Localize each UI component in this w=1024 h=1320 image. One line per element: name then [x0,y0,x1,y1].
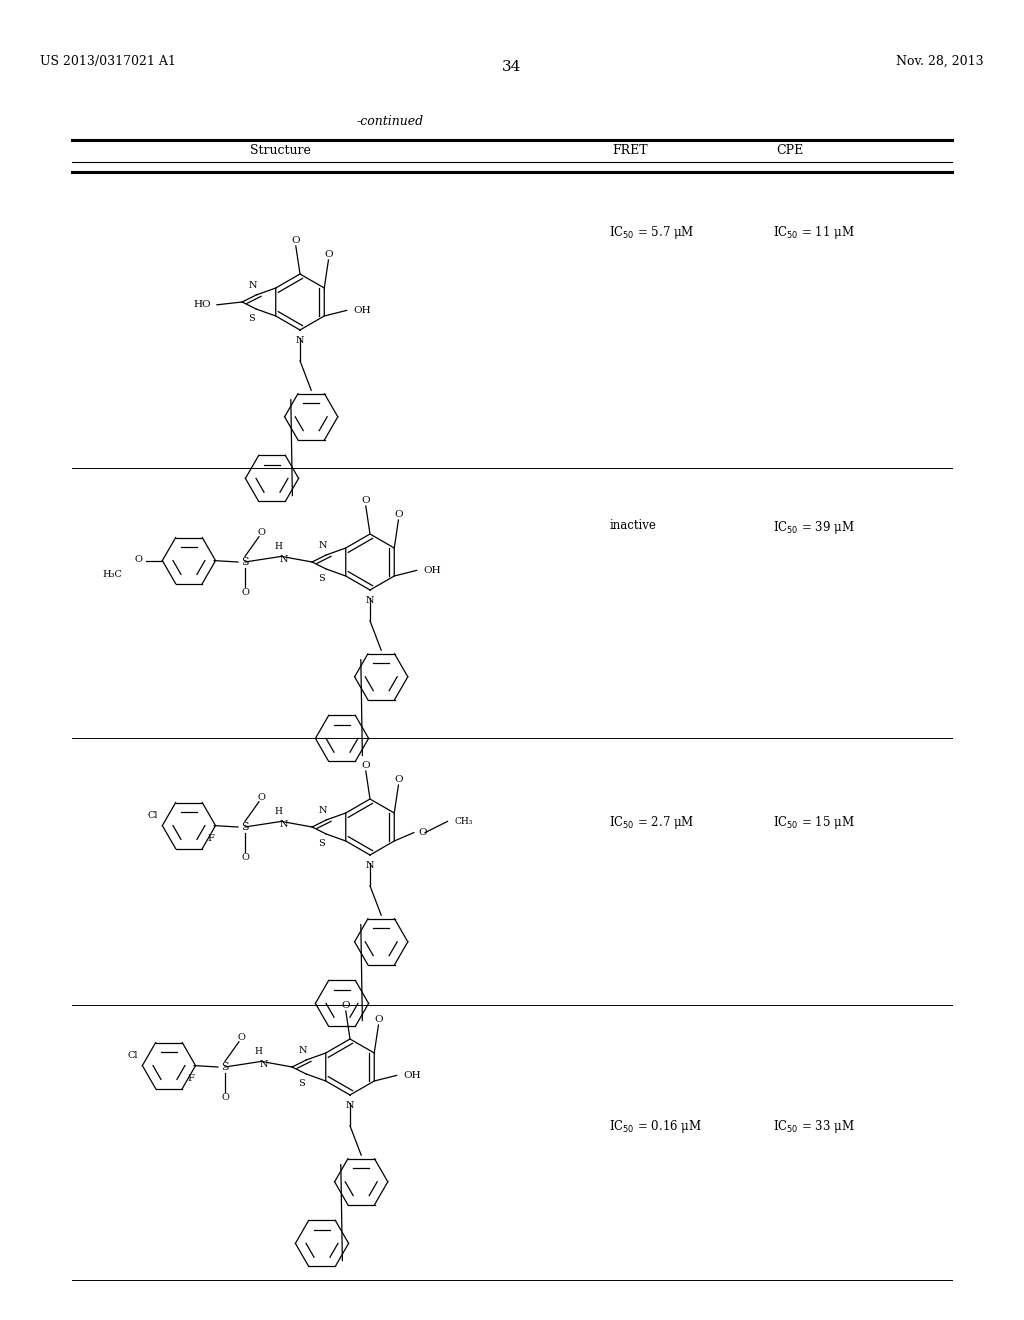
Text: O: O [292,236,300,246]
Text: IC$_{50}$ = 39 μM: IC$_{50}$ = 39 μM [773,519,855,536]
Text: S: S [241,822,249,832]
Text: IC$_{50}$ = 2.7 μM: IC$_{50}$ = 2.7 μM [609,814,694,832]
Text: OH: OH [403,1071,421,1080]
Text: N: N [318,541,327,549]
Text: 34: 34 [503,59,521,74]
Text: S: S [241,557,249,568]
Text: N: N [299,1045,307,1055]
Text: O: O [258,528,265,537]
Text: O: O [374,1015,383,1024]
Text: N: N [318,805,327,814]
Text: S: S [221,1063,228,1072]
Text: Cl: Cl [127,1051,137,1060]
Text: O: O [221,1093,229,1102]
Text: O: O [361,760,370,770]
Text: N: N [280,820,288,829]
Text: IC$_{50}$ = 33 μM: IC$_{50}$ = 33 μM [773,1118,855,1135]
Text: N: N [249,281,257,289]
Text: O: O [341,1001,350,1010]
Text: S: S [298,1080,304,1088]
Text: H: H [274,543,283,552]
Text: IC$_{50}$ = 5.7 μM: IC$_{50}$ = 5.7 μM [609,224,694,242]
Text: N: N [366,861,374,870]
Text: CPE: CPE [776,144,804,157]
Text: S: S [317,574,325,583]
Text: S: S [248,314,255,323]
Text: O: O [258,793,265,803]
Text: O: O [241,853,249,862]
Text: F: F [208,834,215,843]
Text: HO: HO [194,300,211,309]
Text: O: O [325,249,333,259]
Text: CH₃: CH₃ [455,817,473,826]
Text: OH: OH [424,566,441,576]
Text: O: O [361,496,370,504]
Text: OH: OH [353,306,372,315]
Text: N: N [280,554,288,564]
Text: US 2013/0317021 A1: US 2013/0317021 A1 [40,55,176,69]
Text: F: F [187,1074,195,1082]
Text: Nov. 28, 2013: Nov. 28, 2013 [896,55,984,69]
Text: FRET: FRET [612,144,648,157]
Text: Structure: Structure [250,144,310,157]
Text: N: N [366,597,374,605]
Text: -continued: -continued [356,115,424,128]
Text: S: S [317,840,325,849]
Text: O: O [394,775,402,784]
Text: O: O [394,510,402,519]
Text: N: N [346,1101,354,1110]
Text: N: N [296,337,304,345]
Text: IC$_{50}$ = 11 μM: IC$_{50}$ = 11 μM [773,224,855,242]
Text: inactive: inactive [609,519,656,532]
Text: O: O [418,828,427,837]
Text: IC$_{50}$ = 15 μM: IC$_{50}$ = 15 μM [773,814,855,832]
Text: H: H [274,807,283,816]
Text: O: O [238,1034,246,1041]
Text: IC$_{50}$ = 0.16 μM: IC$_{50}$ = 0.16 μM [609,1118,702,1135]
Text: Cl: Cl [147,810,158,820]
Text: H₃C: H₃C [102,570,122,579]
Text: N: N [259,1060,268,1069]
Text: O: O [241,589,249,597]
Text: H: H [255,1047,262,1056]
Text: O: O [135,554,142,564]
